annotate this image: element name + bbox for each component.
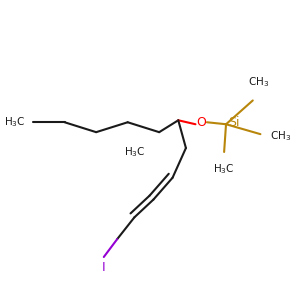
Text: I: I <box>102 261 106 274</box>
Text: H$_3$C: H$_3$C <box>213 162 235 176</box>
Text: O: O <box>196 116 206 129</box>
Text: Si: Si <box>228 116 239 129</box>
Text: H$_3$C: H$_3$C <box>4 116 26 129</box>
Text: CH$_3$: CH$_3$ <box>248 75 269 88</box>
Text: H$_3$C: H$_3$C <box>124 145 146 159</box>
Text: CH$_3$: CH$_3$ <box>270 129 291 143</box>
